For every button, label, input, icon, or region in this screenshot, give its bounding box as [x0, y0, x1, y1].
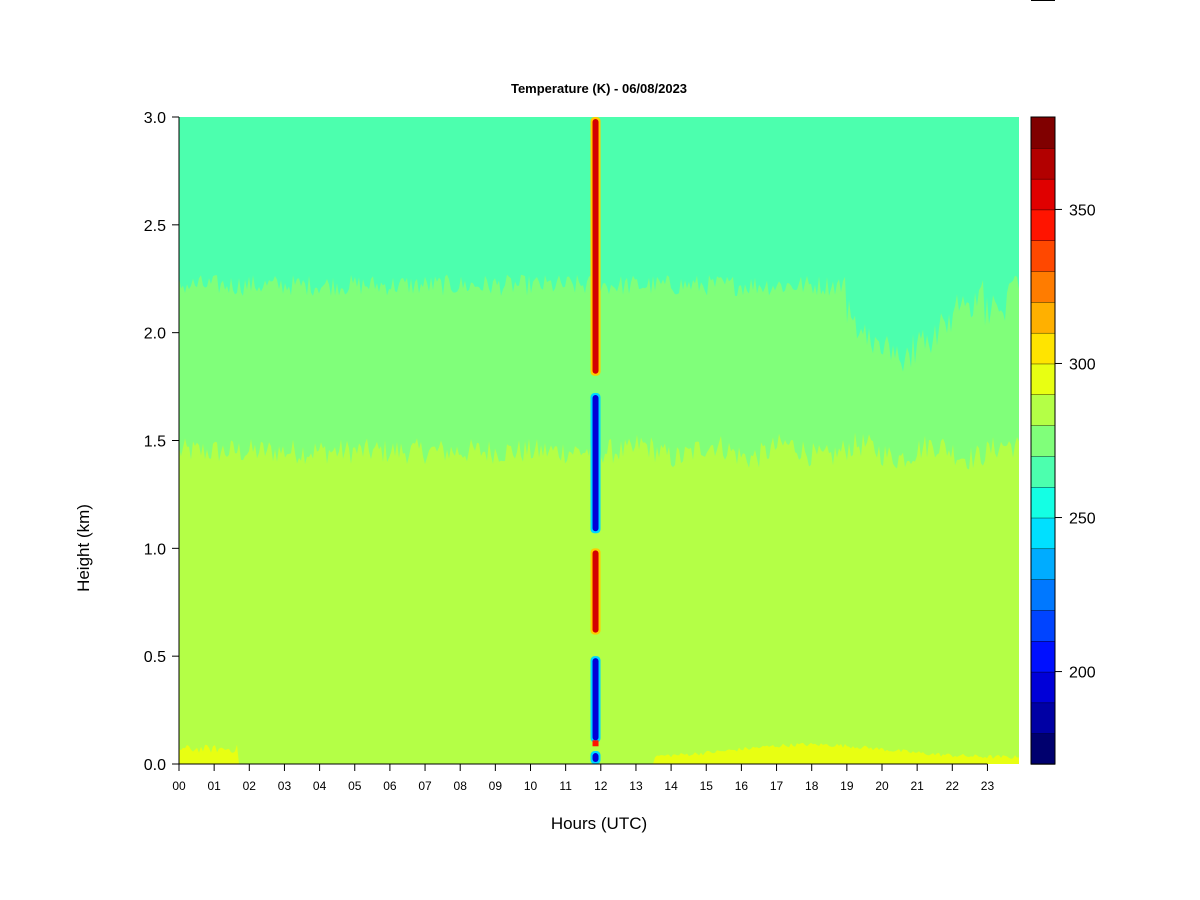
- x-axis: 00 01 02 03 04 05 06 07 08 09 10 11 12 13 14 15 16 17 18 19…: [172, 763, 995, 793]
- anomaly-column: [590, 117, 601, 764]
- x-tick-label: 01: [207, 779, 221, 793]
- x-tick-label: 12: [594, 779, 608, 793]
- x-tick-label: 10: [524, 779, 538, 793]
- colorbar-level: [1030, 424, 1056, 457]
- x-tick-label: 21: [910, 779, 924, 793]
- x-tick-label: 20: [875, 779, 889, 793]
- x-tick-label: 03: [278, 779, 292, 793]
- x-tick-label: 05: [348, 779, 362, 793]
- colorbar-level: [1030, 702, 1056, 734]
- x-tick-label: 07: [418, 779, 432, 793]
- x-tick-label: 09: [489, 779, 503, 793]
- y-tick-label: 2.0: [144, 326, 166, 343]
- heatmap-layer-0-0.08: [179, 742, 1019, 764]
- colorbar-level: [1030, 363, 1056, 395]
- colorbar-level: [1030, 486, 1056, 519]
- colorbar-level: [1030, 270, 1056, 303]
- x-tick-label: 11: [559, 779, 572, 793]
- colorbar-level: [1030, 332, 1056, 365]
- x-tick-label: 04: [313, 779, 327, 793]
- anomaly-segment-1: [592, 658, 599, 741]
- corner-mark: [1031, 0, 1055, 1]
- x-tick-label: 13: [629, 779, 643, 793]
- y-tick-label: 3.0: [144, 110, 166, 127]
- anomaly-segment-0: [592, 753, 599, 762]
- colorbar-level: [1030, 732, 1056, 765]
- x-tick-label: 19: [840, 779, 854, 793]
- anomaly-hot-spot: [592, 740, 599, 747]
- colorbar-tick-label: 250: [1069, 511, 1096, 528]
- colorbar-level: [1030, 548, 1056, 580]
- anomaly-segment-2: [592, 550, 599, 633]
- y-tick-label: 0.5: [144, 649, 166, 666]
- x-tick-label: 06: [383, 779, 397, 793]
- colorbar-level: [1030, 640, 1056, 673]
- colorbar-tick-label: 350: [1069, 202, 1096, 219]
- colorbar-tick-label: 300: [1069, 356, 1096, 373]
- anomaly-segment-4: [592, 119, 599, 374]
- x-tick-label: 22: [946, 779, 960, 793]
- x-tick-label: 17: [770, 779, 784, 793]
- x-tick-label: 00: [172, 779, 186, 793]
- x-tick-label: 23: [981, 779, 995, 793]
- colorbar-level: [1030, 209, 1056, 241]
- colorbar-level: [1030, 147, 1056, 180]
- colorbar-level: [1030, 671, 1056, 704]
- colorbar-level: [1030, 116, 1056, 149]
- anomaly-segment-3: [592, 395, 599, 532]
- colorbar-frame: [1030, 116, 1056, 765]
- colorbar-level: [1030, 517, 1056, 550]
- y-tick-label: 2.5: [144, 218, 166, 235]
- y-axis: 0.0 0.5 1.0 1.5 2.0 2.5 3.0: [144, 110, 180, 774]
- y-tick-label: 1.5: [144, 434, 166, 451]
- x-tick-label: 08: [454, 779, 468, 793]
- colorbar-level: [1030, 455, 1056, 488]
- y-tick-label: 0.0: [144, 757, 166, 774]
- colorbar-level: [1030, 178, 1056, 211]
- x-axis-label: Hours (UTC): [551, 814, 647, 833]
- colorbar-level: [1030, 301, 1056, 334]
- colorbar: 200 250 300 350: [1030, 116, 1096, 765]
- colorbar-level: [1030, 578, 1056, 611]
- x-tick-label: 15: [700, 779, 714, 793]
- colorbar-level: [1030, 609, 1056, 642]
- x-tick-label: 16: [735, 779, 749, 793]
- x-tick-label: 18: [805, 779, 819, 793]
- chart-title: Temperature (K) - 06/08/2023: [511, 81, 687, 96]
- colorbar-tick-label: 200: [1069, 665, 1096, 682]
- y-axis-label: Height (km): [74, 504, 93, 592]
- colorbar-level: [1030, 240, 1056, 272]
- colorbar-level: [1030, 394, 1056, 426]
- x-tick-label: 02: [243, 779, 257, 793]
- x-tick-label: 14: [664, 779, 678, 793]
- y-tick-label: 1.0: [144, 541, 166, 558]
